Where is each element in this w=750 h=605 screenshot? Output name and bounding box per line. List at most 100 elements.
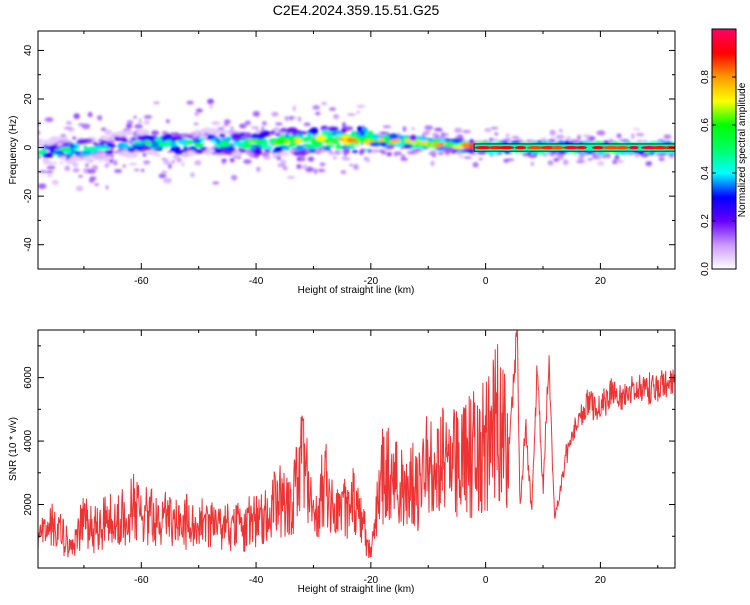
spectrogram-blob xyxy=(582,134,591,137)
spectrogram-blob xyxy=(563,145,580,150)
spectrogram-x-tick-label: 0 xyxy=(483,276,489,287)
spectrogram-blob xyxy=(631,133,635,140)
spectrogram-blob xyxy=(194,112,200,117)
spectrogram-blob xyxy=(312,105,321,110)
spectrogram-blob xyxy=(432,154,436,158)
spectrogram-blob xyxy=(663,134,672,140)
spectrogram-blob xyxy=(381,149,387,155)
spectrogram-blob xyxy=(403,144,413,149)
spectrogram-blob xyxy=(92,141,98,146)
spectrogram-blob xyxy=(143,160,151,165)
spectrogram-blob xyxy=(286,176,296,179)
spectrogram-x-tick-label: -40 xyxy=(249,276,264,287)
spectrogram-blob xyxy=(167,150,174,153)
spectrogram-blob xyxy=(128,140,133,144)
spectrogram-blob xyxy=(46,174,54,177)
spectrogram-blob xyxy=(301,164,308,170)
spectrogram-blob xyxy=(219,133,226,138)
spectrogram-blob xyxy=(549,129,556,135)
spectrogram-blob xyxy=(433,143,442,148)
spectrogram-blob xyxy=(161,170,168,174)
spectrogram-blob xyxy=(434,127,443,132)
spectrogram-blob xyxy=(72,167,80,173)
spectrogram-blob xyxy=(50,148,55,154)
spectrogram-blob xyxy=(441,132,445,137)
spectrogram-blob xyxy=(259,130,271,137)
spectrogram-blob xyxy=(389,133,399,140)
spectrogram-blob xyxy=(193,122,199,126)
spectrogram-blob xyxy=(451,138,462,144)
spectrogram-blob xyxy=(93,153,104,159)
spectrogram-blob xyxy=(224,119,231,124)
spectrogram-blob xyxy=(371,149,380,153)
spectrogram-blob xyxy=(174,150,183,155)
spectrogram-blob xyxy=(514,145,527,150)
spectrogram-blob xyxy=(295,145,305,152)
spectrogram-blob xyxy=(383,135,388,142)
spectrogram-blob xyxy=(150,151,156,155)
spectrogram-blob xyxy=(230,132,243,139)
snr-y-tick-label: 4000 xyxy=(23,430,34,453)
spectrogram-blob xyxy=(276,155,282,161)
spectrogram-blob xyxy=(617,160,624,163)
spectrogram-blob xyxy=(170,145,181,152)
spectrogram-x-tick-label: -20 xyxy=(364,276,379,287)
spectrogram-blob xyxy=(137,129,150,136)
spectrogram-y-tick-label: 0 xyxy=(23,144,34,150)
spectrogram-blob xyxy=(94,145,105,151)
spectrogram-blob xyxy=(574,139,580,145)
spectrogram-blob xyxy=(306,133,313,140)
snr-y-tick-label: 6000 xyxy=(23,366,34,389)
spectrogram-blob xyxy=(400,154,406,159)
spectrogram-blob xyxy=(230,126,234,131)
snr-panel: -60 -40 -20 0 20 2000 4000 6000 Height of stra… xyxy=(8,329,676,595)
spectrogram-blob xyxy=(328,126,339,131)
spectrogram-blob xyxy=(186,100,194,105)
colorbar: 0.0 0.2 0.4 0.6 0.8 Normalized spectral ampl… xyxy=(700,28,748,276)
spectrogram-blob xyxy=(462,129,472,134)
spectrogram-blob xyxy=(85,163,89,167)
spectrogram-blob xyxy=(341,127,347,134)
spectrogram-blob xyxy=(238,147,246,153)
spectrogram-blob xyxy=(104,164,110,168)
spectrogram-blob xyxy=(394,152,398,157)
spectrogram-blob xyxy=(221,158,227,163)
spectrogram-blob xyxy=(417,145,423,149)
spectrogram-blob xyxy=(345,137,358,143)
spectrogram-blob xyxy=(158,141,170,147)
spectrogram-blob xyxy=(280,159,287,165)
snr-y-axis-label: SNR (10 * v/v) xyxy=(8,417,19,481)
spectrogram-blob xyxy=(138,118,142,124)
spectrogram-blob xyxy=(364,132,369,137)
spectrogram-blob xyxy=(208,131,214,134)
spectrogram-blob xyxy=(555,134,565,140)
spectrogram-y-axis-label: Frequency (Hz) xyxy=(8,116,19,185)
spectrogram-blob xyxy=(51,162,58,165)
spectrogram-blob xyxy=(134,123,143,129)
spectrogram-blob xyxy=(356,110,360,114)
spectrogram-blob xyxy=(89,177,95,183)
spectrogram-blob xyxy=(229,157,235,163)
spectrogram-blob xyxy=(45,170,54,174)
spectrogram-blob xyxy=(63,126,73,130)
spectrogram-blob xyxy=(106,139,114,143)
spectrogram-blob xyxy=(354,137,366,141)
snr-x-tick-label: 20 xyxy=(595,575,607,586)
spectrogram-blob xyxy=(284,115,290,122)
spectrogram-blob xyxy=(440,138,445,144)
spectrogram-blob xyxy=(547,160,554,166)
spectrogram-blob xyxy=(297,116,302,122)
spectrogram-blob xyxy=(431,139,441,144)
spectrogram-x-tick-label: -60 xyxy=(134,276,149,287)
spectrogram-blob xyxy=(292,105,296,112)
spectrogram-blob xyxy=(484,127,492,133)
spectrogram-blob xyxy=(497,145,515,150)
spectrogram-blob xyxy=(608,138,613,142)
colorbar-tick-label: 0.6 xyxy=(700,118,711,132)
spectrogram-blob xyxy=(277,163,287,167)
spectrogram-blob xyxy=(304,143,313,149)
snr-x-tick-label: -40 xyxy=(249,575,264,586)
spectrogram-blob xyxy=(252,110,261,117)
colorbar-frame xyxy=(711,28,737,270)
spectrogram-blob xyxy=(587,158,593,161)
